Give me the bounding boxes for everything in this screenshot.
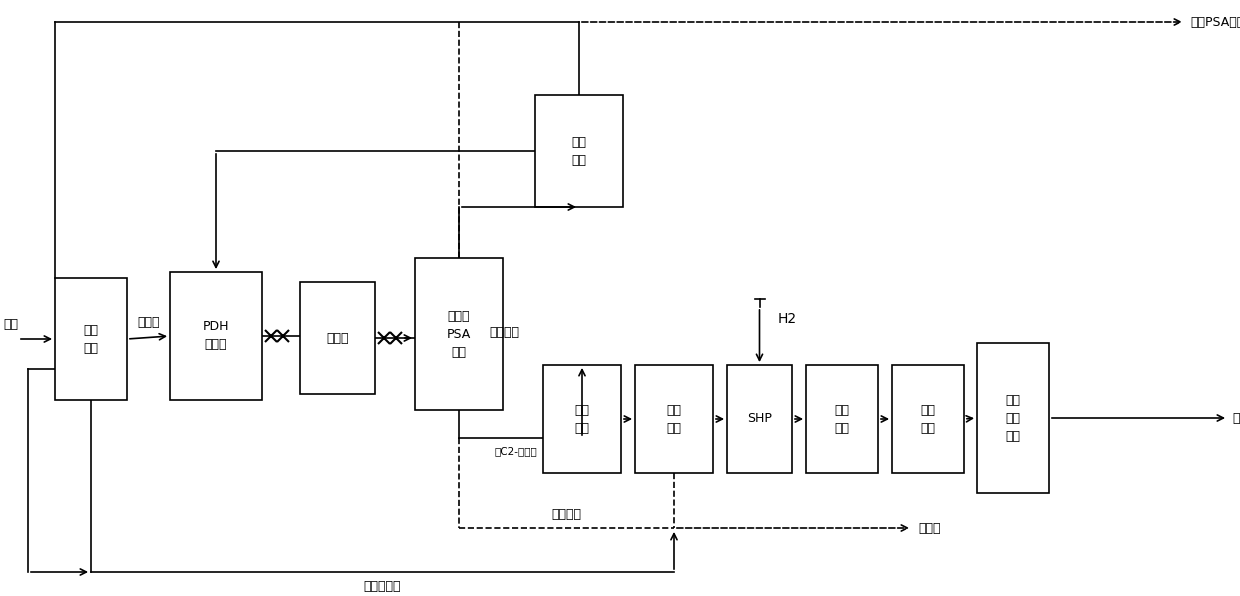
Bar	[806, 365, 878, 473]
Text: 丙烷: 丙烷	[4, 318, 19, 331]
Text: 原料气: 原料气	[138, 315, 160, 328]
Bar	[543, 365, 621, 473]
Text: 脱乙
烷塔: 脱乙 烷塔	[920, 403, 935, 434]
Text: 燃料气: 燃料气	[918, 522, 940, 535]
Text: 中高温
PSA
浓缩: 中高温 PSA 浓缩	[446, 309, 471, 359]
Bar	[727, 365, 792, 473]
Text: 产品丙烯: 产品丙烯	[1233, 411, 1240, 424]
Text: 氢膜
系统: 氢膜 系统	[572, 135, 587, 166]
Text: 冷却
压缩: 冷却 压缩	[574, 403, 589, 434]
Text: PDH
反应区: PDH 反应区	[203, 321, 229, 352]
Bar	[55, 278, 126, 400]
Text: 脱丙
烷塔: 脱丙 烷塔	[83, 324, 98, 355]
Bar	[415, 258, 503, 410]
Text: 预处理: 预处理	[326, 331, 348, 344]
Bar	[977, 343, 1049, 493]
Text: 不凝气体: 不凝气体	[552, 508, 582, 522]
Bar	[635, 365, 713, 473]
Text: 丙烯
丙烷
分离: 丙烯 丙烷 分离	[1006, 393, 1021, 442]
Bar	[892, 365, 963, 473]
Bar	[170, 272, 262, 400]
Text: 进入PSA提氢: 进入PSA提氢	[1190, 15, 1240, 29]
Text: 汽液
分离: 汽液 分离	[667, 403, 682, 434]
Text: 脱甲
烷塔: 脱甲 烷塔	[835, 403, 849, 434]
Text: SHP: SHP	[746, 412, 773, 426]
Text: 循环氢气: 循环氢气	[489, 327, 520, 340]
Text: 富丙烷液体: 富丙烷液体	[363, 579, 402, 592]
Bar	[300, 282, 374, 394]
Bar	[534, 95, 622, 207]
Text: 富C2-烃组气: 富C2-烃组气	[494, 446, 537, 456]
Text: H2: H2	[777, 312, 796, 326]
